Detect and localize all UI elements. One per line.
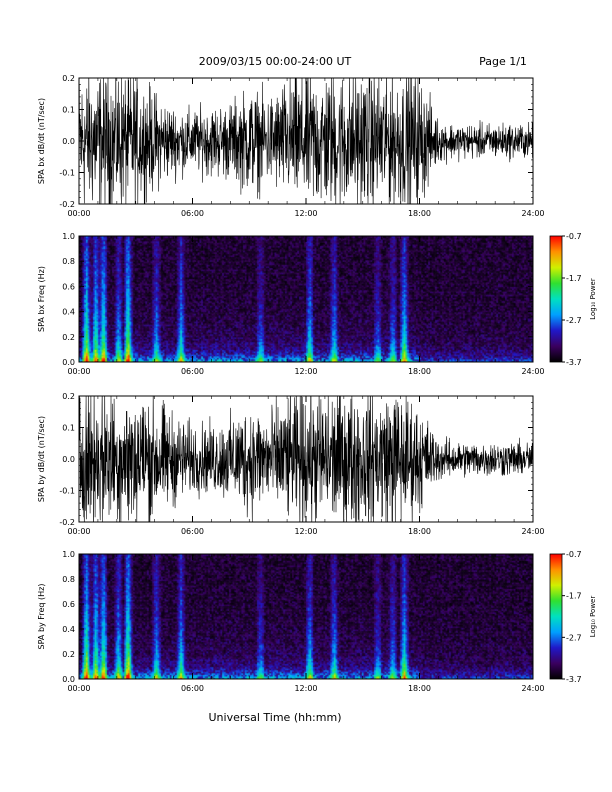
- y-tick-label: 0.0: [62, 455, 75, 464]
- colorbar-label: Log₁₀ Power: [589, 596, 597, 638]
- y-tick-label: 0.2: [62, 392, 75, 401]
- x-tick-label: 18:00: [408, 367, 431, 376]
- y-tick-label: 0.4: [62, 625, 75, 634]
- x-tick-label: 06:00: [181, 367, 204, 376]
- y-tick-label: 0.6: [62, 282, 75, 291]
- x-tick-label: 12:00: [294, 209, 317, 218]
- x-tick-label: 12:00: [294, 684, 317, 693]
- spectrogram-image: [79, 236, 533, 362]
- bx-spectrogram-panel: 0.0 0.2 0.4 0.6 0.8 1.0 00:00 06:00 12:00 18:00 24…: [37, 232, 545, 376]
- x-tick-label: 24:00: [521, 209, 544, 218]
- colorbar-tick-label: -2.7: [566, 633, 582, 642]
- x-tick-label: 18:00: [408, 527, 431, 536]
- y-tick-label: -0.2: [59, 200, 75, 209]
- colorbar-scale: [549, 553, 563, 680]
- x-tick-label: 00:00: [67, 527, 90, 536]
- x-tick-label: 06:00: [181, 209, 204, 218]
- waveform-trace: [79, 78, 533, 204]
- waveform-trace: [79, 396, 533, 522]
- y-axis-label: SPA by dB/dt (nT/sec): [37, 416, 46, 502]
- y-tick-label: 1.0: [62, 232, 75, 241]
- x-tick-label: 06:00: [181, 527, 204, 536]
- colorbar-tick-label: -0.7: [566, 232, 582, 241]
- x-tick-label: 12:00: [294, 367, 317, 376]
- x-tick-label: 24:00: [521, 367, 544, 376]
- bx-colorbar: -0.7 -1.7 -2.7 -3.7 Log₁₀ Power: [549, 232, 597, 367]
- y-tick-label: 0.8: [62, 257, 75, 266]
- y-tick-label: 0.0: [62, 358, 75, 367]
- colorbar-label: Log₁₀ Power: [589, 278, 597, 320]
- x-tick-label: 12:00: [294, 527, 317, 536]
- x-tick-label: 00:00: [67, 367, 90, 376]
- page-indicator: Page 1/1: [479, 55, 527, 68]
- y-tick-label: 0.0: [62, 675, 75, 684]
- y-tick-label: 0.8: [62, 575, 75, 584]
- x-tick-label: 00:00: [67, 684, 90, 693]
- colorbar-tick-label: -1.7: [566, 592, 582, 601]
- y-tick-label: 1.0: [62, 550, 75, 559]
- x-tick-label: 24:00: [521, 684, 544, 693]
- x-axis-title: Universal Time (hh:mm): [209, 711, 342, 724]
- y-tick-label: -0.1: [59, 169, 75, 178]
- x-tick-label: 18:00: [408, 684, 431, 693]
- y-axis-label: SPA by Freq (Hz): [37, 584, 46, 650]
- y-tick-label: 0.2: [62, 650, 75, 659]
- y-tick-label: 0.2: [62, 74, 75, 83]
- by-colorbar: -0.7 -1.7 -2.7 -3.7 Log₁₀ Power: [549, 550, 597, 684]
- colorbar-tick-label: -1.7: [566, 274, 582, 283]
- y-axis-label: SPA bx dB/dt (nT/sec): [37, 98, 46, 184]
- y-tick-label: -0.2: [59, 518, 75, 527]
- spectrogram-image: [79, 554, 533, 679]
- y-tick-label: 0.1: [62, 106, 75, 115]
- y-axis-label: SPA bx Freq (Hz): [37, 266, 46, 332]
- x-tick-label: 00:00: [67, 209, 90, 218]
- y-tick-label: 0.6: [62, 600, 75, 609]
- y-tick-label: 0.0: [62, 137, 75, 146]
- colorbar-tick-label: -3.7: [566, 675, 582, 684]
- x-tick-label: 18:00: [408, 209, 431, 218]
- y-tick-label: 0.4: [62, 308, 75, 317]
- y-tick-label: -0.1: [59, 487, 75, 496]
- colorbar-tick-label: -0.7: [566, 550, 582, 559]
- colorbar-scale: [549, 235, 563, 363]
- bx-waveform-panel: -0.2 -0.1 0.0 0.1 0.2 00:00 06:00 12:00 18:00 24:…: [37, 74, 545, 218]
- y-tick-label: 0.1: [62, 424, 75, 433]
- by-waveform-panel: -0.2 -0.1 0.0 0.1 0.2 00:00 06:00 12:00 18:00 24:…: [37, 392, 545, 536]
- x-tick-label: 06:00: [181, 684, 204, 693]
- x-tick-label: 24:00: [521, 527, 544, 536]
- colorbar-tick-label: -2.7: [566, 316, 582, 325]
- colorbar-tick-label: -3.7: [566, 358, 582, 367]
- y-tick-label: 0.2: [62, 333, 75, 342]
- by-spectrogram-panel: 0.0 0.2 0.4 0.6 0.8 1.0 00:00 06:00 12:00 18:00 24…: [37, 550, 545, 693]
- figure-title: 2009/03/15 00:00-24:00 UT: [199, 55, 352, 68]
